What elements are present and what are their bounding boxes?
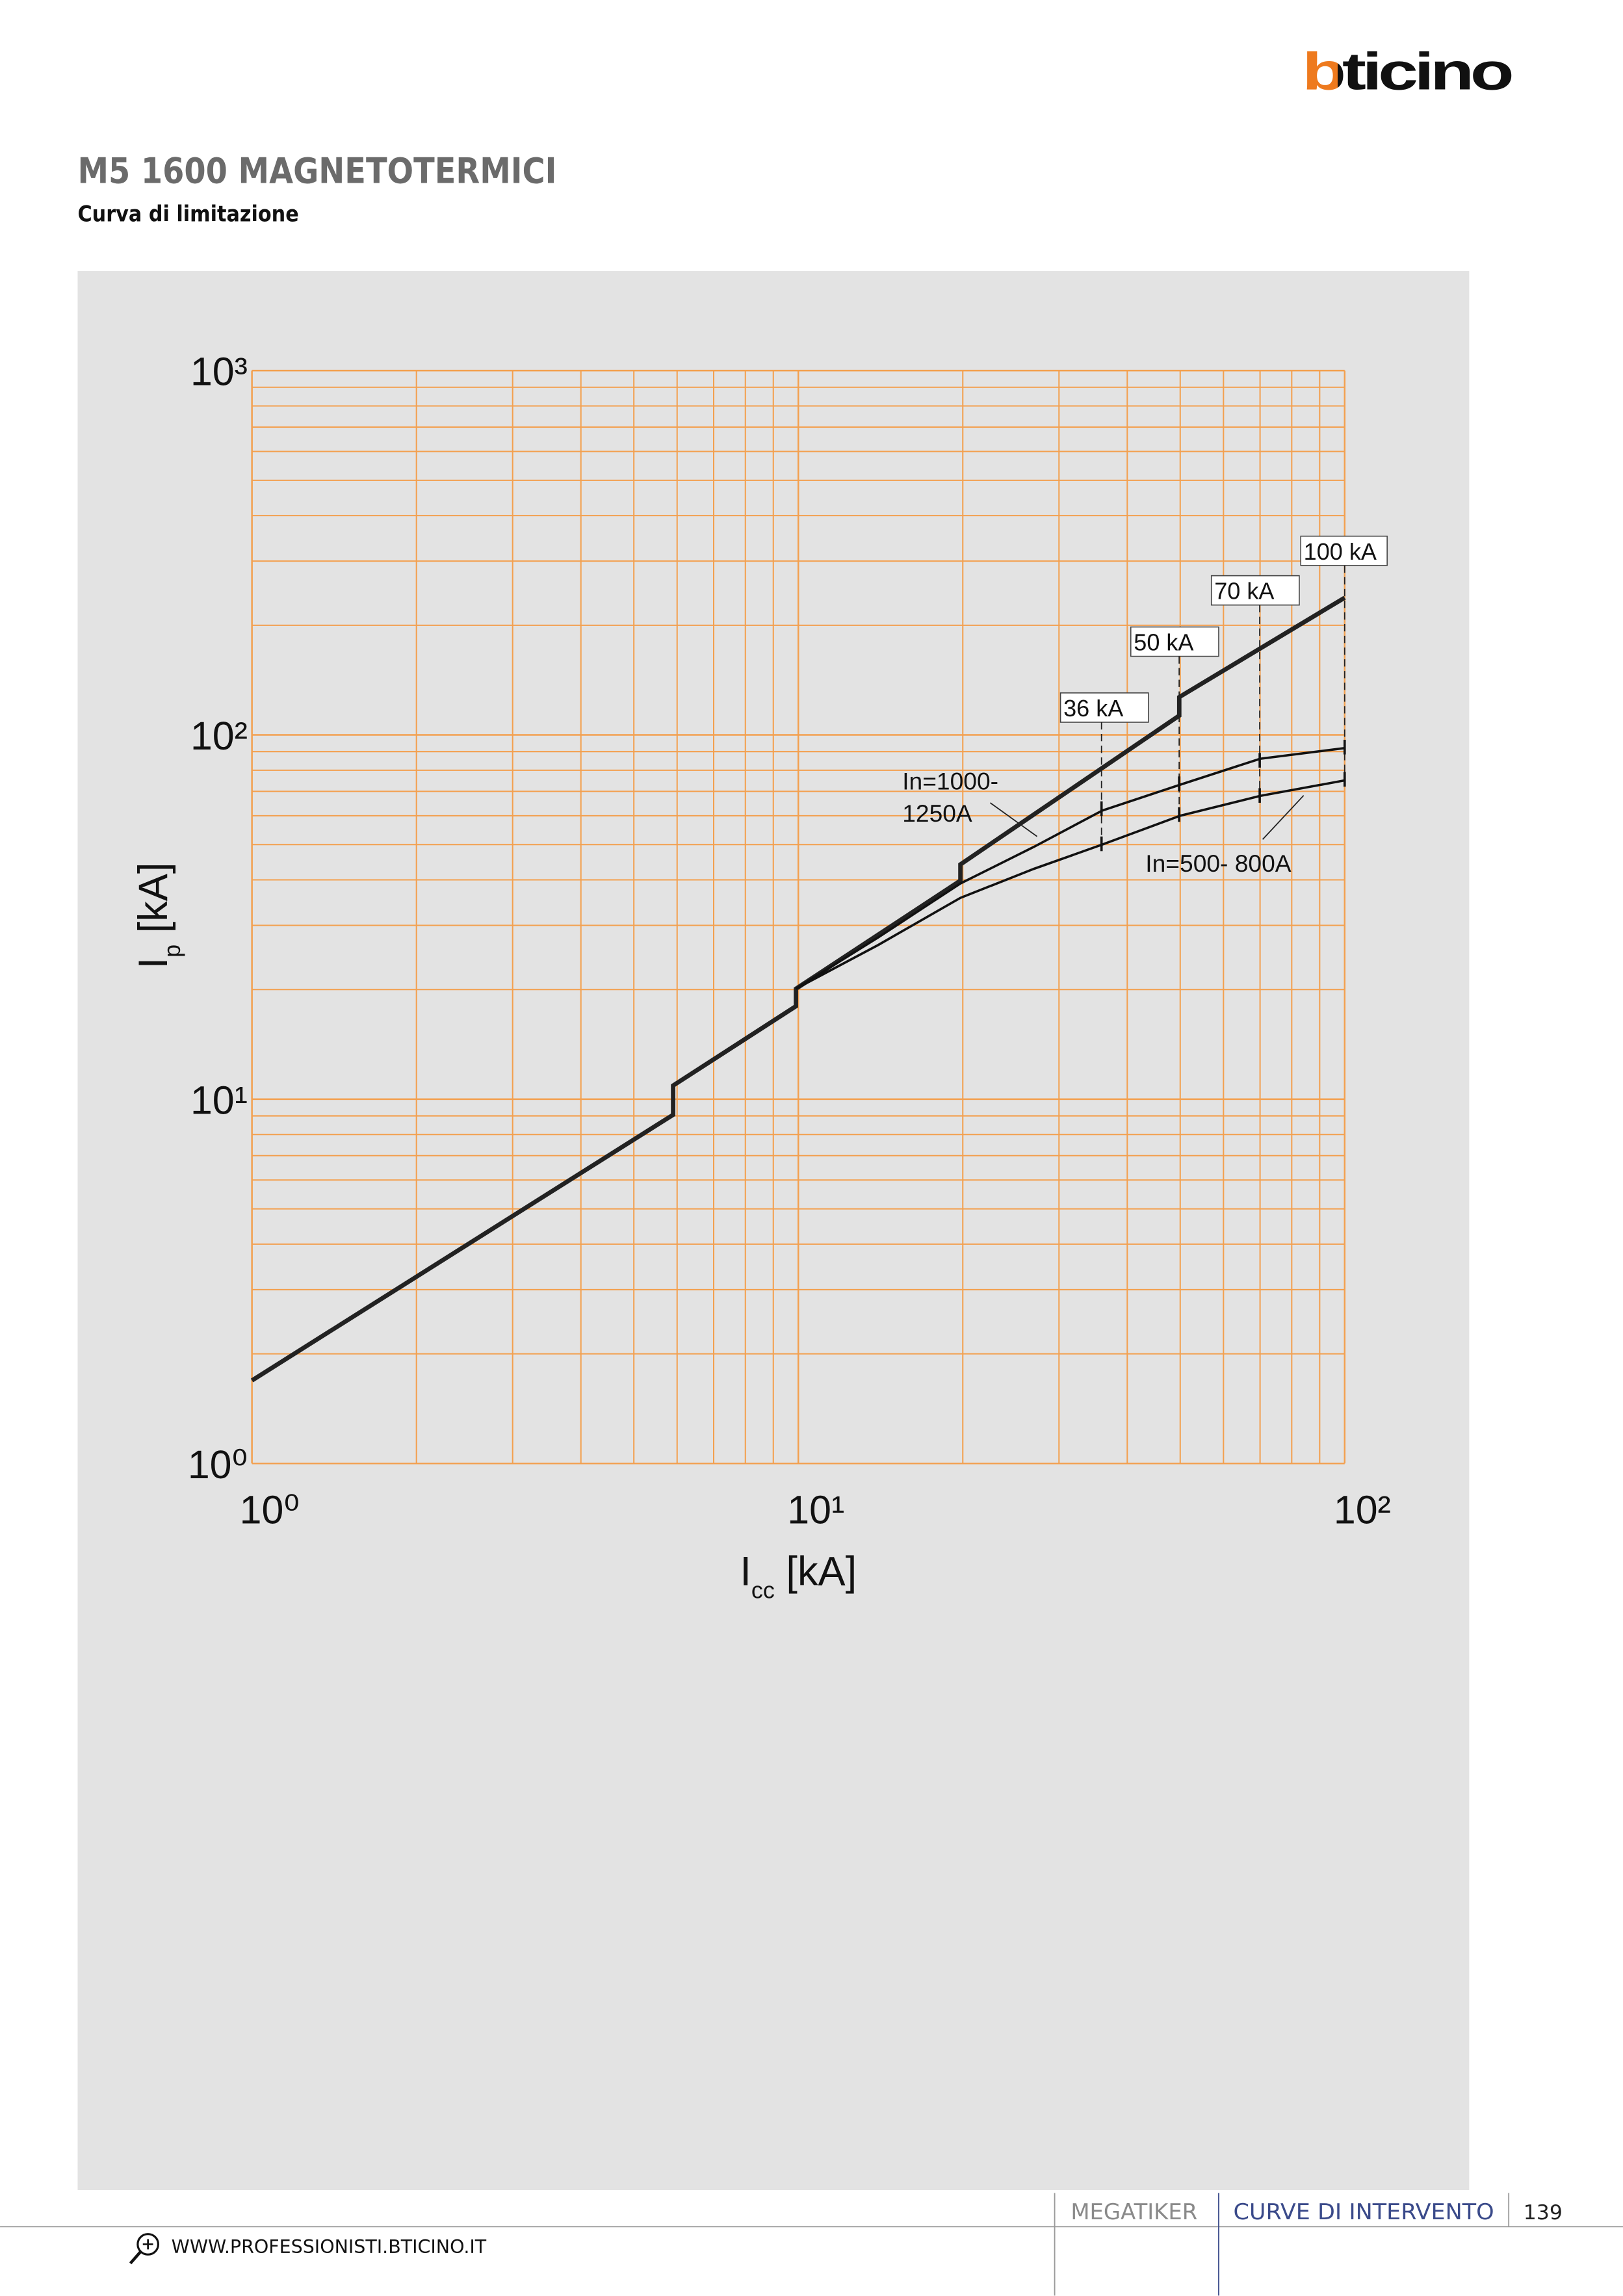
annotation: 1250A: [902, 800, 972, 827]
annotation: In=500- 800A: [1145, 850, 1291, 877]
annotation-box: [1210, 575, 1300, 606]
xlabel-part: cc: [751, 1577, 775, 1604]
arrow: [989, 802, 1038, 837]
website: WWW.PROFESSIONISTI.BTICINO.IT: [172, 2236, 487, 2258]
x-tick-label: 10¹: [787, 1488, 844, 1532]
y-tick-label: 10²: [190, 714, 248, 758]
xlabel-label: Icc [kA]: [740, 1548, 857, 1603]
annotation: 100 kA: [1304, 538, 1377, 565]
arrow: [1262, 795, 1305, 840]
x-tick-label: 10²: [1334, 1488, 1391, 1532]
x-tick-label: 10⁰: [240, 1488, 300, 1532]
annotation-box: [1300, 536, 1388, 566]
page-subtitle: Curva di limitazione: [77, 201, 298, 226]
series-line: [795, 747, 1345, 990]
ylabel-part: p: [159, 945, 185, 958]
annotation: 50 kA: [1134, 629, 1193, 656]
annotation: 70 kA: [1214, 578, 1274, 605]
annotation: 36 kA: [1063, 695, 1123, 722]
footer-section: MEGATIKER: [1071, 2199, 1197, 2224]
annotation-box: [1059, 692, 1149, 723]
ylabel-part: [kA]: [131, 863, 176, 945]
series-line: [250, 595, 1346, 1383]
annotation-box: [1130, 626, 1219, 657]
xlabel-part: I: [740, 1548, 751, 1594]
annotation: In=1000-: [902, 768, 998, 795]
ylabel-part: I: [131, 958, 176, 969]
page-number: 139: [1524, 2201, 1563, 2224]
logo: bticino: [1302, 42, 1512, 101]
xlabel-part: [kA]: [775, 1548, 857, 1594]
page-title: M5 1600 MAGNETOTERMICI: [77, 151, 556, 192]
series-line: [795, 779, 1345, 990]
y-tick-label: 10¹: [190, 1078, 248, 1122]
y-tick-label: 10³: [190, 350, 248, 394]
ylabel-label: Ip [kA]: [131, 863, 185, 969]
footer-chapter: CURVE DI INTERVENTO: [1234, 2199, 1494, 2224]
y-tick-label: 10⁰: [188, 1442, 248, 1487]
search-icon: [129, 2233, 159, 2265]
